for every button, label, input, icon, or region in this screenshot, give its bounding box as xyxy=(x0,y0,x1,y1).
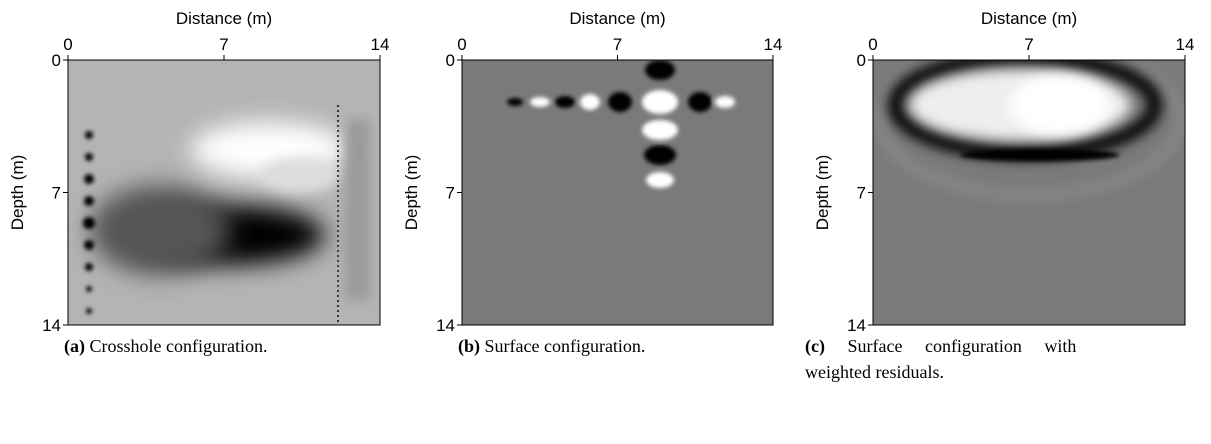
caption-text: Surface configuration. xyxy=(480,336,645,356)
caption-label: (b) xyxy=(458,336,480,357)
caption-label: (c) xyxy=(805,336,825,357)
x-tick-label: 0 xyxy=(457,35,466,54)
y-axis-label: Depth (m) xyxy=(8,155,27,231)
y-tick-label: 7 xyxy=(52,184,61,203)
y-tick-label: 0 xyxy=(446,51,455,70)
x-tick-label: 14 xyxy=(371,35,390,54)
x-tick-label: 14 xyxy=(1176,35,1195,54)
y-tick-label: 0 xyxy=(52,51,61,70)
x-tick-label: 7 xyxy=(219,35,228,54)
y-tick-label: 7 xyxy=(857,184,866,203)
y-tick-label: 0 xyxy=(857,51,866,70)
y-tick-label: 14 xyxy=(42,316,61,335)
x-axis-label: Distance (m) xyxy=(981,9,1077,28)
caption: (a) Crosshole configuration. xyxy=(64,336,267,357)
x-tick-label: 0 xyxy=(868,35,877,54)
x-tick-label: 14 xyxy=(764,35,783,54)
caption-text: Surface configuration with xyxy=(825,336,1076,356)
x-tick-label: 7 xyxy=(613,35,622,54)
y-axis-label: Depth (m) xyxy=(402,155,421,231)
caption: (c) Surface configuration with weighted r… xyxy=(805,336,1076,382)
y-axis-label: Depth (m) xyxy=(813,155,832,231)
caption-text-cont: weighted residuals. xyxy=(805,362,944,382)
x-tick-label: 0 xyxy=(63,35,72,54)
y-tick-label: 14 xyxy=(847,316,866,335)
y-tick-label: 7 xyxy=(446,184,455,203)
caption-text: Crosshole configuration. xyxy=(85,336,267,356)
caption-label: (a) xyxy=(64,336,85,357)
y-tick-label: 14 xyxy=(436,316,455,335)
image-b xyxy=(462,60,773,325)
caption: (b) Surface configuration. xyxy=(458,336,645,357)
image-a xyxy=(68,60,380,325)
x-axis-label: Distance (m) xyxy=(569,9,665,28)
image-c xyxy=(873,60,1185,325)
x-tick-label: 7 xyxy=(1024,35,1033,54)
x-axis-label: Distance (m) xyxy=(176,9,272,28)
